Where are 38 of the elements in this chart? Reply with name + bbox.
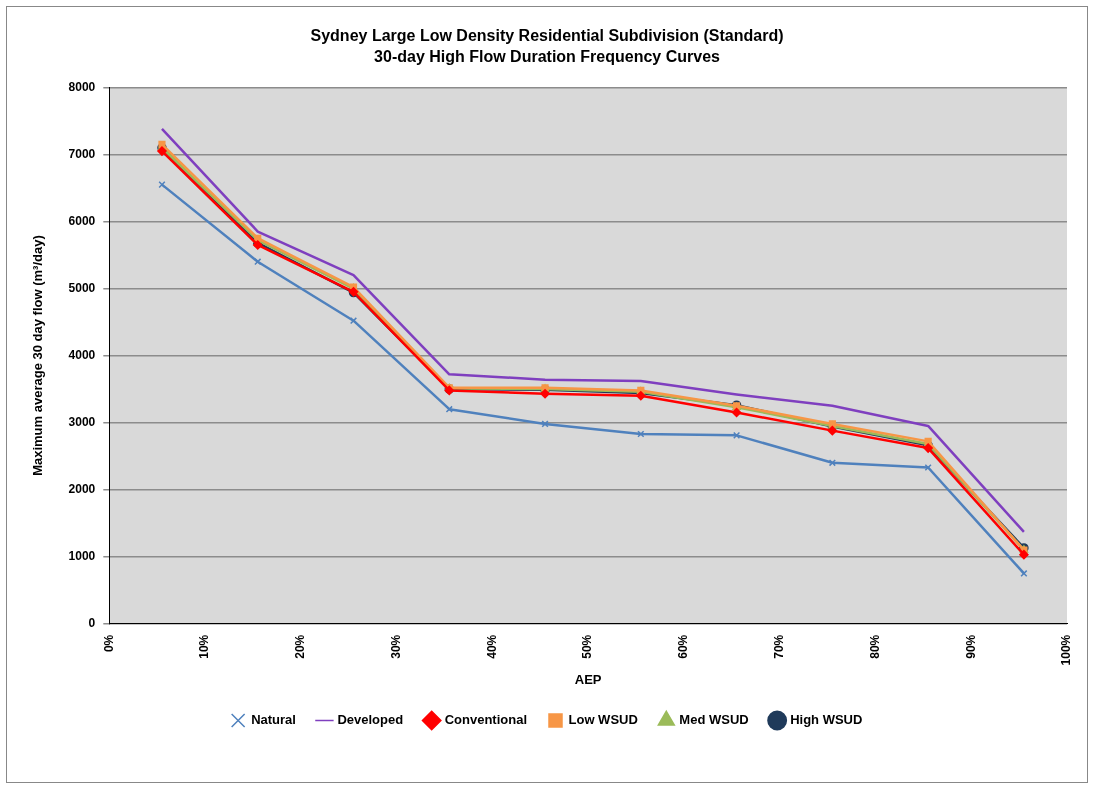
x-tick-label: 100% bbox=[1059, 634, 1074, 666]
chart-subtitle: 30-day High Flow Duration Frequency Curves bbox=[374, 48, 721, 66]
legend-label: Developed bbox=[337, 712, 404, 728]
legend-label: Natural bbox=[251, 712, 296, 728]
y-tick-label: 8000 bbox=[68, 79, 96, 94]
y-tick-label: 5000 bbox=[68, 280, 96, 295]
legend-label: Conventional bbox=[444, 712, 528, 728]
y-tick-label: 1000 bbox=[68, 548, 96, 563]
x-tick-label: 70% bbox=[772, 634, 786, 659]
x-tick-label: 10% bbox=[197, 634, 212, 659]
y-tick-label: 4000 bbox=[68, 347, 96, 362]
y-tick-label: 3000 bbox=[68, 414, 96, 429]
x-tick-label: 20% bbox=[293, 634, 308, 659]
point bbox=[827, 425, 838, 436]
x-tick-label: 0% bbox=[101, 634, 116, 653]
x-tick-label: 80% bbox=[867, 634, 882, 659]
x-tick-label: 90% bbox=[963, 634, 978, 659]
y-tick-label: 6000 bbox=[68, 213, 96, 228]
y-axis-title: Maximum average 30 day flow (m³/day) bbox=[30, 235, 46, 476]
x-tick-label: 60% bbox=[676, 634, 691, 659]
y-tick-label: 7000 bbox=[68, 146, 96, 161]
point bbox=[924, 463, 932, 472]
legend-label: High WSUD bbox=[790, 712, 863, 728]
x-axis-title: AEP bbox=[574, 671, 602, 687]
y-tick-label: 0 bbox=[88, 616, 96, 631]
x-tick-label: 40% bbox=[484, 634, 499, 659]
chart-title: Sydney Large Low Density Residential Subdivision (Standard) bbox=[310, 27, 784, 45]
point bbox=[158, 181, 166, 189]
point bbox=[254, 258, 262, 266]
point bbox=[540, 389, 550, 399]
point bbox=[1019, 549, 1029, 560]
legend-label: Low WSUD bbox=[568, 712, 638, 728]
point bbox=[541, 420, 549, 428]
point bbox=[731, 407, 742, 418]
legend-label: Med WSUD bbox=[679, 712, 749, 728]
x-tick-label: 30% bbox=[388, 634, 403, 659]
y-tick-label: 2000 bbox=[68, 481, 96, 496]
x-tick-label: 50% bbox=[580, 634, 595, 659]
